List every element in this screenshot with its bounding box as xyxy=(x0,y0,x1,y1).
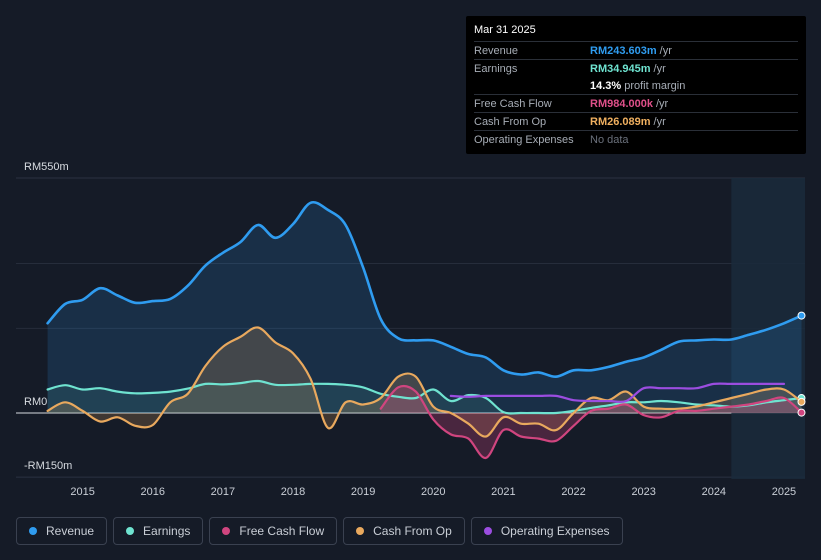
x-tick-label: 2021 xyxy=(491,486,515,498)
legend-dot-icon xyxy=(126,527,135,535)
legend-label: Operating Expenses xyxy=(500,524,610,538)
legend-label: Cash From Op xyxy=(373,524,452,538)
series-line-operating-expenses xyxy=(449,382,786,404)
tooltip-row: Earnings RM34.945m/yr xyxy=(474,59,798,77)
tooltip-row: Cash From Op RM26.089m/yr xyxy=(474,112,798,130)
tooltip-value: RM984.000k xyxy=(590,97,653,110)
tooltip-label: Operating Expenses xyxy=(474,133,574,146)
x-tick-label: 2022 xyxy=(561,486,585,498)
x-tick-label: 2015 xyxy=(70,486,94,498)
x-tick-label: 2023 xyxy=(631,486,655,498)
tooltip-label: Revenue xyxy=(474,44,519,57)
legend-item-cash-from-op[interactable]: Cash From Op xyxy=(343,517,465,545)
legend-dot-icon xyxy=(222,527,231,535)
tooltip-date: Mar 31 2025 xyxy=(474,24,536,36)
series-end-point xyxy=(797,408,806,417)
tooltip-label: Cash From Op xyxy=(474,115,547,128)
tooltip-unit: profit margin xyxy=(624,79,686,92)
series-end-point xyxy=(797,397,806,406)
legend-label: Earnings xyxy=(143,524,191,538)
data-tooltip: Mar 31 2025 Revenue RM243.603m/yr Earnings… xyxy=(466,16,806,154)
tooltip-unit: /yr xyxy=(659,44,672,57)
series-area-revenue xyxy=(47,202,802,413)
y-tick-label: RM550m xyxy=(24,161,69,173)
x-tick-label: 2025 xyxy=(772,486,796,498)
x-tick-label: 2019 xyxy=(351,486,375,498)
tooltip-value: RM243.603m xyxy=(590,44,657,57)
tooltip-unit: /yr xyxy=(656,97,669,110)
series-area-cash-from-op xyxy=(47,327,802,437)
y-tick-label: -RM150m xyxy=(24,460,72,472)
x-tick-label: 2017 xyxy=(211,486,235,498)
tooltip-value: RM34.945m xyxy=(590,62,651,75)
tooltip-unit: /yr xyxy=(653,62,666,75)
legend: Revenue Earnings Free Cash Flow Cash From O… xyxy=(16,517,623,545)
legend-label: Revenue xyxy=(46,524,95,538)
series-line-cash-from-op xyxy=(46,326,803,438)
legend-dot-icon xyxy=(356,527,365,535)
tooltip-label: Free Cash Flow xyxy=(474,97,552,110)
x-tick-label: 2018 xyxy=(281,486,305,498)
legend-item-earnings[interactable]: Earnings xyxy=(113,517,204,545)
chart-area: RM550m RM0 -RM150m 2015 2016 2017 2018 2019 2020… xyxy=(16,161,806,498)
legend-item-free-cash-flow[interactable]: Free Cash Flow xyxy=(209,517,338,545)
legend-dot-icon xyxy=(29,527,37,535)
tooltip-row: 14.3% profit margin xyxy=(474,77,798,94)
tooltip-unit: /yr xyxy=(653,115,666,128)
tooltip-value: RM26.089m xyxy=(590,115,651,128)
legend-item-operating-expenses[interactable]: Operating Expenses xyxy=(470,517,623,545)
series-area-free-cash-flow xyxy=(380,386,802,458)
tooltip-row: Free Cash Flow RM984.000k/yr xyxy=(474,94,798,112)
x-tick-label: 2024 xyxy=(702,486,726,498)
tooltip-label: Earnings xyxy=(474,62,518,75)
legend-label: Free Cash Flow xyxy=(239,524,325,538)
series-end-point xyxy=(797,311,806,320)
x-tick-label: 2020 xyxy=(421,486,445,498)
legend-dot-icon xyxy=(483,527,492,535)
series-line-free-cash-flow xyxy=(379,384,803,459)
legend-item-revenue[interactable]: Revenue xyxy=(16,517,108,545)
series-line-revenue xyxy=(46,200,803,378)
tooltip-value: 14.3% xyxy=(590,79,622,92)
y-tick-label: RM0 xyxy=(24,396,47,408)
x-tick-label: 2016 xyxy=(141,486,165,498)
tooltip-value: No data xyxy=(590,133,629,146)
tooltip-row: Revenue RM243.603m/yr xyxy=(474,41,798,59)
tooltip-row: Operating Expenses No data xyxy=(474,130,798,148)
